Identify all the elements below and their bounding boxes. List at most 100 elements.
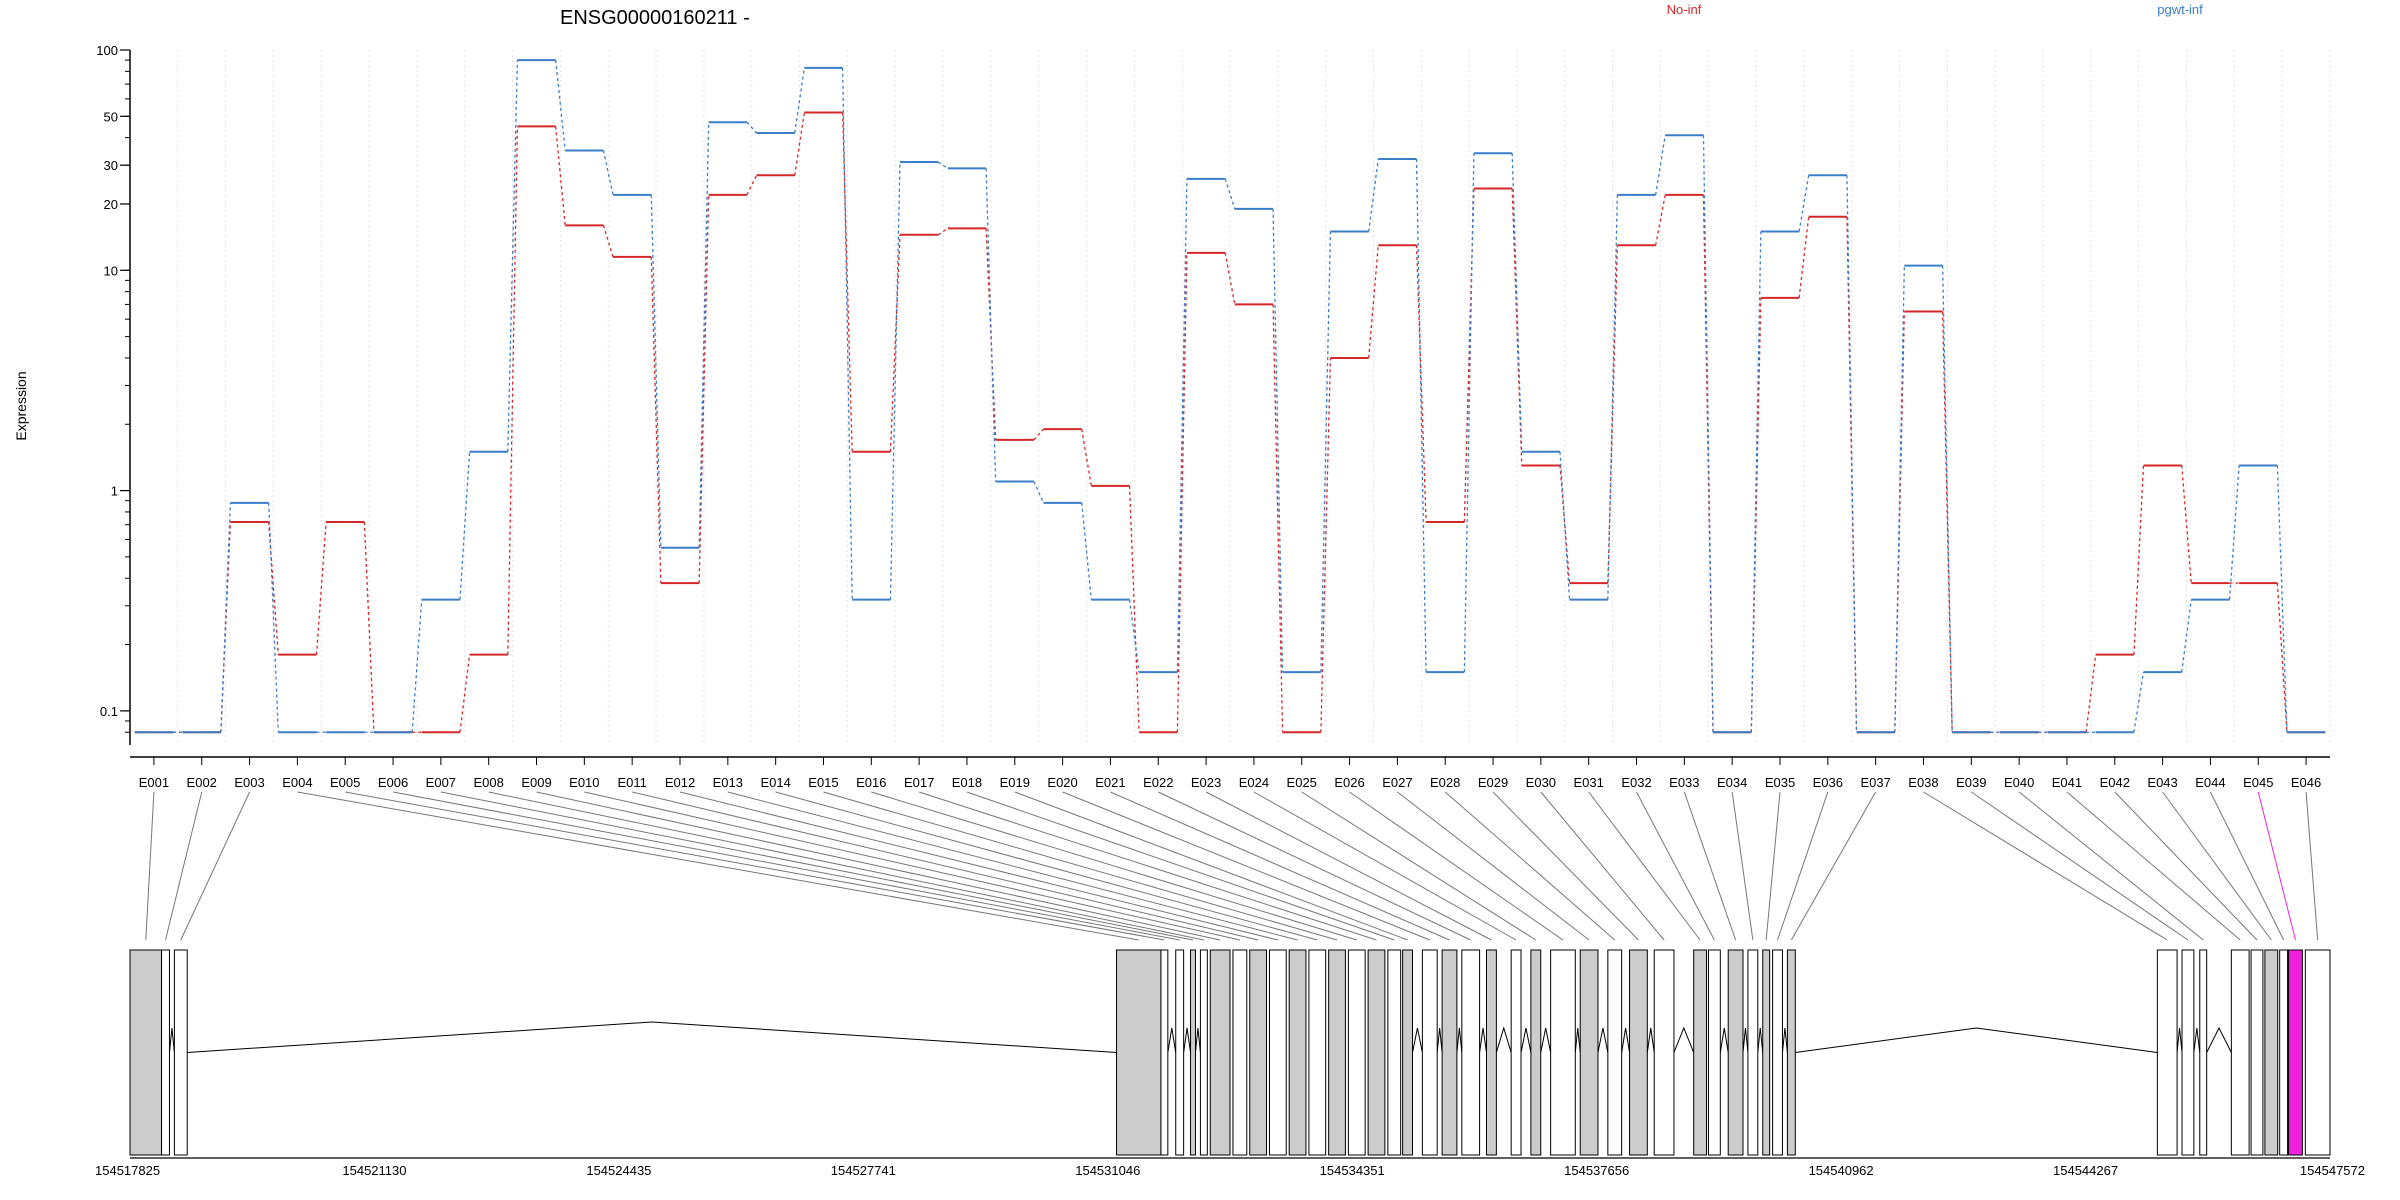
- x-tick-label: E046: [2291, 775, 2321, 790]
- series-connector: [2276, 583, 2288, 733]
- x-tick-label: E034: [1717, 775, 1747, 790]
- intron-line: [1540, 1027, 1552, 1053]
- exon-box: [2279, 949, 2289, 1156]
- series-connector: [1655, 135, 1666, 195]
- series-connector: [268, 521, 279, 655]
- genomic-tick-label: 154521130: [342, 1163, 406, 1178]
- intron-line: [1719, 1027, 1729, 1053]
- intron-line: [1495, 1026, 1512, 1053]
- exon-box: [1402, 949, 1414, 1156]
- series-connector: [2085, 654, 2097, 733]
- exon-connector: [1777, 791, 1829, 941]
- x-tick-label: E007: [426, 775, 456, 790]
- exon-box: [1288, 949, 1307, 1156]
- x-tick-label: E026: [1334, 775, 1364, 790]
- x-tick-label: E021: [1095, 775, 1125, 790]
- exon-connector: [918, 791, 1377, 941]
- x-tick-label: E035: [1765, 775, 1795, 790]
- exon-connector: [1540, 791, 1665, 941]
- exon-connector: [1731, 791, 1754, 941]
- exon-box: [1461, 949, 1481, 1156]
- exon-box: [173, 949, 188, 1156]
- series-connector: [220, 502, 232, 733]
- intron-line: [187, 1021, 1117, 1053]
- series-connector: [746, 174, 758, 196]
- intron-line: [2206, 1026, 2232, 1053]
- x-tick-label: E014: [760, 775, 790, 790]
- exon-connector: [2257, 791, 2296, 941]
- x-tick-label: E011: [617, 775, 646, 790]
- genomic-axis: 154517825 154521130 154524435 154527741 1545…: [95, 1157, 2365, 1178]
- x-tick-label: E042: [2100, 775, 2130, 790]
- series-connector: [1033, 481, 1045, 504]
- exon-connector: [145, 791, 155, 941]
- exon-connector: [165, 791, 203, 941]
- y-tick-label: 30: [104, 158, 118, 173]
- exon-connector: [584, 791, 1240, 941]
- exon-box: [1707, 949, 1721, 1156]
- x-tick-label: E033: [1669, 775, 1699, 790]
- x-tick-label: E023: [1191, 775, 1221, 790]
- y-tick-label: 0.1: [100, 704, 118, 719]
- exon-connector: [2209, 791, 2285, 941]
- series-connector: [1846, 175, 1858, 733]
- x-tick-label: E044: [2195, 775, 2225, 790]
- exon-connector: [727, 791, 1298, 941]
- exon-connector: [1158, 791, 1471, 941]
- x-tick-label: E041: [2052, 775, 2082, 790]
- exon-box: [161, 949, 170, 1156]
- exon-connector: [180, 791, 251, 941]
- x-tick-label: E022: [1143, 775, 1173, 790]
- intron-line: [1795, 1027, 2158, 1053]
- series-connector: [1511, 153, 1523, 452]
- x-tick-label: E009: [521, 775, 551, 790]
- exon-connector: [1790, 791, 1877, 941]
- x-tick-label: E019: [1000, 775, 1030, 790]
- series-connector: [1272, 304, 1284, 733]
- intron-line: [1167, 1027, 1177, 1053]
- exon-connector-lines: [145, 791, 2319, 941]
- x-tick-label: E028: [1430, 775, 1460, 790]
- series-connector: [2276, 465, 2288, 733]
- series-connector: [1463, 153, 1475, 673]
- y-axis-label: Expression: [13, 371, 29, 440]
- series-connector: [650, 256, 662, 584]
- x-tick-label: E015: [808, 775, 838, 790]
- exon-box: [1486, 949, 1497, 1156]
- genomic-tick-label: 154544267: [2053, 1163, 2118, 1178]
- intron-line: [2193, 1027, 2201, 1053]
- x-tick-label: E005: [330, 775, 360, 790]
- exon-box: [2288, 949, 2303, 1156]
- exon-connector: [1971, 791, 2189, 941]
- exon-connector: [1588, 791, 1701, 941]
- series-connector: [459, 451, 471, 600]
- exon-connector: [488, 791, 1204, 941]
- series-connector: [555, 126, 566, 226]
- exon-connector: [1062, 791, 1430, 941]
- exon-box: [1175, 949, 1185, 1156]
- intron-line: [1646, 1027, 1655, 1053]
- exon-connector: [632, 791, 1259, 941]
- series-connector: [1224, 252, 1236, 305]
- series-connector: [1320, 357, 1332, 733]
- intron-line: [168, 1027, 175, 1053]
- series-connector: [889, 162, 901, 600]
- exon-box: [1747, 949, 1759, 1156]
- exon-box: [1249, 949, 1268, 1156]
- series-connector: [315, 521, 327, 655]
- exon-box: [1160, 949, 1169, 1156]
- exon-box: [2250, 949, 2264, 1156]
- exon-box: [1579, 949, 1599, 1156]
- exon-box: [2304, 949, 2331, 1156]
- series-connector: [507, 60, 519, 452]
- exon-connector: [823, 791, 1338, 941]
- legend-no-inf: No-inf: [1667, 2, 1702, 17]
- series-connector: [1559, 451, 1571, 600]
- series-connector: [363, 521, 375, 733]
- genomic-tick-label: 154547572: [2300, 1163, 2365, 1178]
- intron-line: [1597, 1027, 1609, 1053]
- vertical-gridlines: [129, 50, 2331, 745]
- exon-connector: [1492, 791, 1639, 941]
- exon-connector: [679, 791, 1278, 941]
